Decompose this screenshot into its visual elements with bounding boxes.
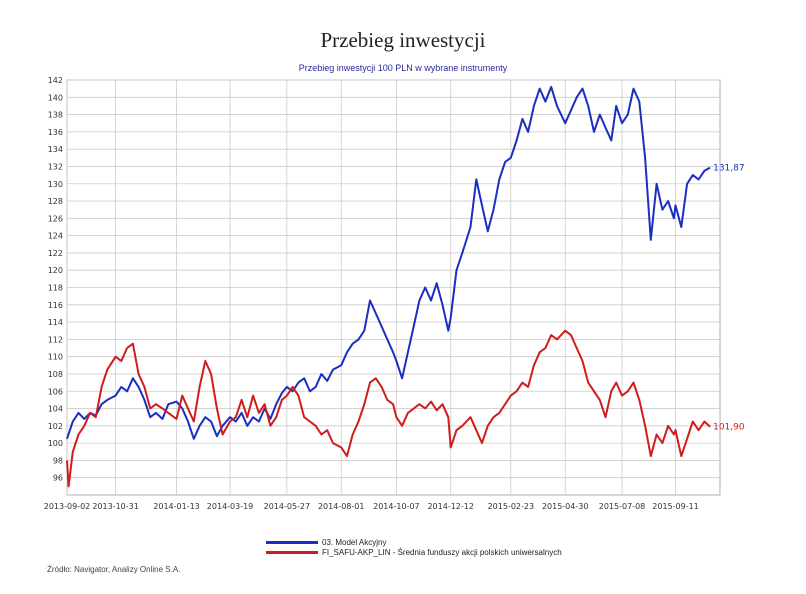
chart-series <box>66 85 711 488</box>
y-tick-label: 104 <box>48 405 63 414</box>
page-title: Przebieg inwestycji <box>320 28 486 52</box>
y-tick-label: 106 <box>48 387 63 396</box>
y-tick-label: 110 <box>48 353 63 362</box>
source-note: Źródło: Navigator, Analizy Online S.A. <box>47 565 181 574</box>
series-line-2 <box>66 329 711 488</box>
y-tick-label: 112 <box>48 335 63 344</box>
y-tick-label: 140 <box>48 93 63 102</box>
y-tick-label: 136 <box>48 128 63 137</box>
y-axis-ticks: 96 98 100 102 104 106 108 110 112 114 116 118 120 122… <box>48 76 63 483</box>
y-tick-label: 116 <box>48 301 63 310</box>
x-tick-label: 2013-10-31 <box>92 502 139 511</box>
end-value-label-2: 101,90 <box>713 423 745 433</box>
y-tick-label: 114 <box>48 318 63 327</box>
y-tick-label: 126 <box>48 214 63 223</box>
legend-item-fi-safu: FI_SAFU-AKP_LIN - Średnia funduszy akcji… <box>266 547 562 557</box>
legend-swatch <box>266 550 318 554</box>
y-tick-label: 98 <box>53 456 63 465</box>
x-axis-ticks: 2013-09-02 2013-10-31 2014-01-13 2014-03-19… <box>44 502 699 511</box>
end-value-label-1: 131,87 <box>713 164 745 174</box>
end-labels: 131,87 101,90 <box>713 164 745 433</box>
y-tick-label: 108 <box>48 370 63 379</box>
y-tick-label: 130 <box>48 180 63 189</box>
x-tick-label: 2014-03-19 <box>207 502 254 511</box>
y-tick-label: 128 <box>48 197 63 206</box>
y-tick-label: 100 <box>48 439 63 448</box>
y-tick-label: 142 <box>48 76 63 85</box>
y-tick-label: 118 <box>48 284 63 293</box>
x-tick-label: 2013-09-02 <box>44 502 91 511</box>
x-tick-label: 2014-10-07 <box>373 502 420 511</box>
chart-title: Przebieg inwestycji 100 PLN w wybrane in… <box>298 63 508 73</box>
y-tick-label: 134 <box>48 145 63 154</box>
y-tick-label: 120 <box>48 266 63 275</box>
x-tick-label: 2014-05-27 <box>264 502 311 511</box>
y-tick-label: 132 <box>48 162 63 171</box>
x-tick-label: 2015-04-30 <box>542 502 589 511</box>
legend-label: FI_SAFU-AKP_LIN - Średnia funduszy akcji… <box>322 547 562 557</box>
x-tick-label: 2014-01-13 <box>153 502 200 511</box>
y-tick-label: 138 <box>48 111 63 120</box>
y-tick-label: 102 <box>48 422 63 431</box>
y-tick-label: 96 <box>53 474 63 483</box>
chart-legend: 03. Model Akcyjny FI_SAFU-AKP_LIN - Śred… <box>266 537 562 557</box>
legend-swatch <box>266 540 318 544</box>
legend-item-model-akcyjny: 03. Model Akcyjny <box>266 537 562 547</box>
x-tick-label: 2015-02-23 <box>488 502 535 511</box>
chart-grid <box>66 79 721 496</box>
x-tick-label: 2015-09-11 <box>652 502 699 511</box>
x-tick-label: 2014-08-01 <box>318 502 365 511</box>
x-tick-label: 2014-12-12 <box>427 502 474 511</box>
x-tick-label: 2015-07-08 <box>599 502 646 511</box>
legend-label: 03. Model Akcyjny <box>322 537 387 547</box>
y-tick-label: 122 <box>48 249 63 258</box>
y-tick-label: 124 <box>48 232 63 241</box>
